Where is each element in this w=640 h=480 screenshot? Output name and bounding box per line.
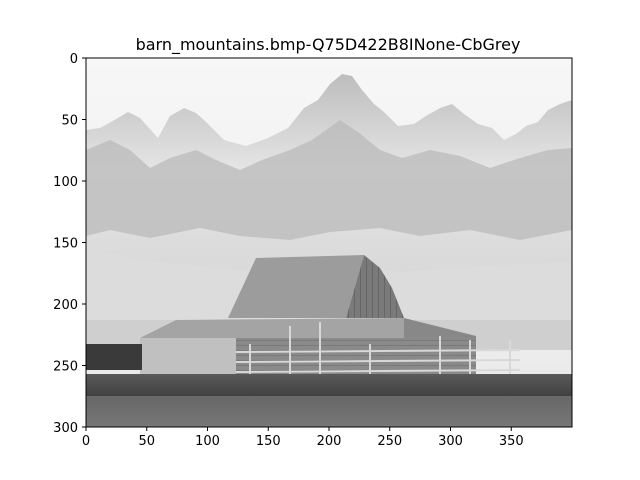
x-tick-label: 100 — [195, 434, 220, 449]
y-axis: 0 50 100 150 200 250 300 — [53, 52, 86, 436]
y-tick-label: 250 — [53, 360, 78, 375]
foreground-grass — [86, 396, 572, 427]
y-tick-label: 300 — [53, 421, 78, 436]
x-tick-label: 300 — [438, 434, 463, 449]
mountain-shadow — [86, 120, 572, 240]
y-tick-label: 200 — [53, 298, 78, 313]
y-tick-label: 50 — [61, 114, 78, 129]
x-axis: 0 50 100 150 200 250 300 350 — [82, 427, 524, 449]
y-tick-label: 150 — [53, 237, 78, 252]
x-tick-label: 350 — [499, 434, 524, 449]
left-dark-band — [86, 344, 142, 370]
barn-right-roof — [404, 318, 476, 344]
barn-upper-roof — [228, 255, 364, 318]
x-tick-label: 200 — [317, 434, 342, 449]
image-area — [86, 58, 572, 427]
barn-upper-wall — [346, 255, 404, 318]
x-tick-label: 50 — [138, 434, 155, 449]
chart-title: barn_mountains.bmp-Q75D422B8INone-CbGrey — [136, 35, 521, 55]
x-tick-label: 250 — [377, 434, 402, 449]
x-tick-label: 150 — [256, 434, 281, 449]
barn-left-shed — [140, 338, 236, 376]
barn-lower-roof — [140, 318, 404, 338]
y-tick-label: 0 — [70, 52, 78, 67]
x-tick-label: 0 — [82, 434, 90, 449]
y-tick-label: 100 — [53, 175, 78, 190]
